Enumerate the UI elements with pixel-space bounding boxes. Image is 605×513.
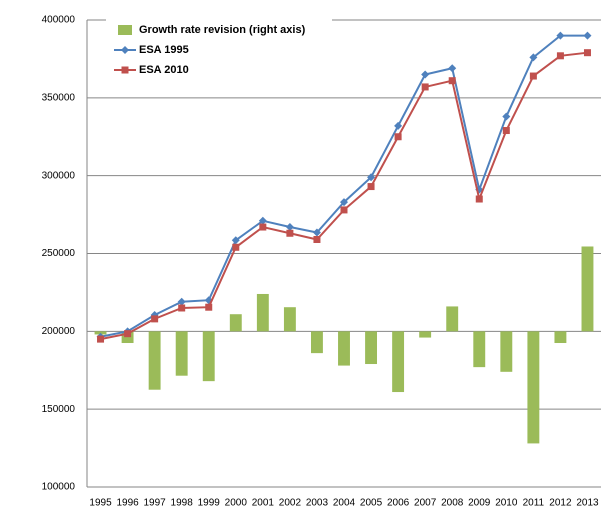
legend-label: Growth rate revision (right axis) [139, 24, 306, 36]
x-tick-label: 1995 [89, 498, 112, 509]
legend-label: ESA 2010 [139, 64, 189, 76]
bar [121, 331, 134, 344]
y-tick-label: 100000 [42, 482, 76, 493]
bar [310, 331, 323, 354]
marker [178, 304, 186, 312]
y-tick-label: 300000 [42, 170, 76, 181]
marker [259, 223, 267, 231]
marker [285, 223, 294, 232]
bar [554, 331, 567, 344]
marker [124, 330, 132, 338]
marker [151, 315, 159, 323]
marker [448, 64, 457, 73]
x-tick-label: 1997 [144, 498, 167, 509]
x-tick-label: 1999 [198, 498, 221, 509]
bar [283, 307, 296, 332]
x-tick-label: 2010 [495, 498, 518, 509]
x-tick-label: 1998 [171, 498, 194, 509]
y-tick-label: 400000 [42, 15, 76, 26]
bar [229, 314, 242, 332]
bar [473, 331, 486, 368]
marker [502, 112, 511, 121]
marker [312, 228, 321, 237]
marker [231, 236, 240, 245]
marker [313, 235, 321, 243]
marker [258, 216, 267, 225]
bar [365, 331, 378, 365]
bar [338, 331, 350, 366]
x-tick-label: 2002 [279, 498, 302, 509]
y-tick-label: 250000 [42, 248, 76, 259]
legend-marker [121, 46, 129, 54]
marker [340, 198, 348, 207]
marker [529, 72, 537, 80]
x-tick-label: 2007 [414, 498, 437, 509]
marker [421, 83, 429, 91]
marker [97, 335, 105, 343]
x-tick-label: 2001 [252, 498, 275, 509]
marker [205, 303, 213, 311]
x-tick-label: 1996 [116, 498, 139, 509]
marker [529, 53, 538, 62]
x-tick-label: 2009 [468, 498, 491, 509]
marker [394, 121, 403, 130]
marker [232, 243, 240, 251]
x-tick-label: 2005 [360, 498, 383, 509]
x-tick-label: 2006 [387, 498, 410, 509]
x-tick-label: 2013 [576, 498, 599, 509]
x-tick-label: 2000 [225, 498, 248, 509]
legend-label: ESA 1995 [139, 44, 189, 56]
x-tick-label: 2004 [333, 498, 356, 509]
marker [475, 195, 483, 203]
marker [502, 127, 510, 135]
bar [419, 331, 432, 338]
marker [583, 49, 591, 57]
bar [446, 306, 459, 332]
legend-swatch [118, 25, 132, 35]
y-tick-label: 200000 [42, 326, 76, 337]
marker [583, 31, 592, 40]
line [100, 51, 588, 341]
y-tick-label: 350000 [42, 92, 76, 103]
bar [202, 331, 215, 382]
marker [556, 31, 565, 40]
x-tick-label: 2003 [306, 498, 329, 509]
marker [556, 52, 564, 60]
marker [367, 173, 376, 182]
bar [392, 331, 405, 393]
legend-marker [121, 66, 129, 74]
bar [500, 331, 513, 372]
marker [394, 133, 402, 141]
bar [175, 331, 188, 376]
marker [448, 77, 456, 85]
marker [340, 206, 348, 214]
bar [581, 246, 594, 332]
x-tick-label: 2008 [441, 498, 464, 509]
marker [421, 70, 430, 79]
bar [148, 331, 161, 390]
x-tick-label: 2011 [523, 498, 545, 509]
legend-box [106, 19, 332, 81]
x-tick-label: 2012 [549, 498, 572, 509]
y-tick-label: 150000 [42, 404, 76, 415]
marker [367, 183, 375, 191]
marker [177, 297, 186, 306]
bar [256, 293, 269, 332]
bar [527, 331, 540, 444]
marker [286, 229, 294, 237]
